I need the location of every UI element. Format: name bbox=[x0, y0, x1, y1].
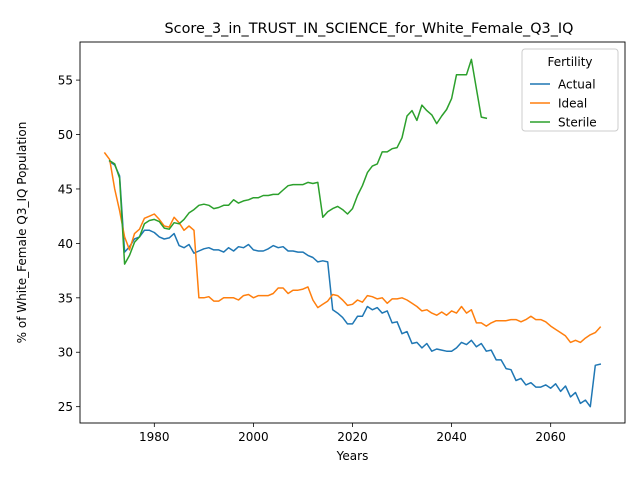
x-axis-label: Years bbox=[336, 449, 369, 463]
x-tick-label: 2000 bbox=[238, 430, 269, 444]
legend-label-actual: Actual bbox=[558, 78, 596, 92]
y-axis-label: % of White_Female Q3_IQ Population bbox=[15, 122, 29, 344]
y-tick-label: 40 bbox=[58, 237, 73, 251]
legend-items: Actual Ideal Sterile bbox=[530, 78, 597, 130]
x-tick-label: 1980 bbox=[139, 430, 170, 444]
series-line-actual bbox=[108, 160, 602, 408]
x-tick-label: 2020 bbox=[337, 430, 368, 444]
legend-label-sterile: Sterile bbox=[558, 116, 597, 130]
legend: Fertility Actual Ideal Sterile bbox=[521, 48, 619, 132]
series-line-ideal bbox=[103, 151, 602, 344]
y-tick-label: 55 bbox=[58, 74, 73, 88]
y-tick-label: 50 bbox=[58, 128, 73, 142]
x-tick-label: 2040 bbox=[436, 430, 467, 444]
series-lines bbox=[103, 58, 602, 408]
legend-frame bbox=[521, 48, 619, 132]
y-tick-label: 25 bbox=[58, 400, 73, 414]
x-tick-label: 2060 bbox=[535, 430, 566, 444]
y-tick-label: 35 bbox=[58, 291, 73, 305]
x-axis-ticks: 1980 2000 2020 2040 2060 bbox=[139, 423, 566, 444]
chart-title: Score_3_in_TRUST_IN_SCIENCE_for_White_Fe… bbox=[165, 21, 574, 37]
legend-title: Fertility bbox=[547, 55, 592, 69]
legend-label-ideal: Ideal bbox=[558, 97, 587, 111]
y-axis-ticks: 25 30 35 40 45 50 55 bbox=[58, 74, 80, 414]
series-line-sterile bbox=[108, 58, 488, 265]
y-tick-label: 45 bbox=[58, 182, 73, 196]
y-tick-label: 30 bbox=[58, 346, 73, 360]
